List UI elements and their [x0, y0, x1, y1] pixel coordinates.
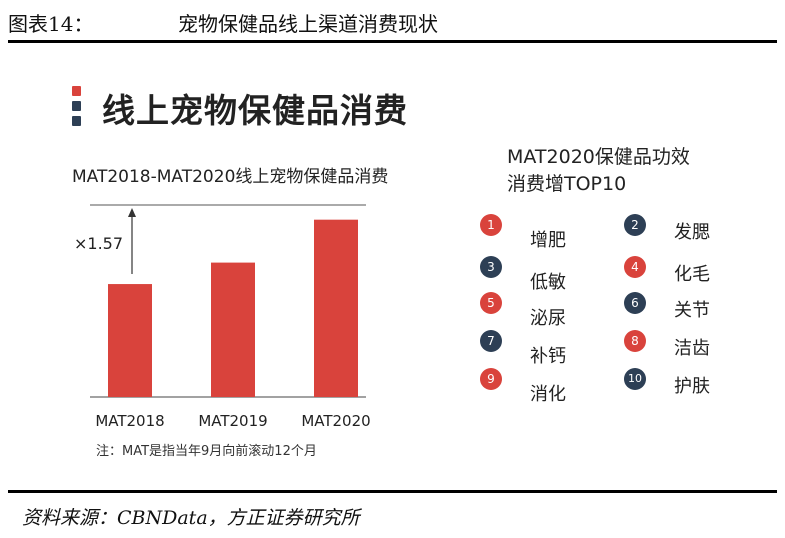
top-rule: [8, 40, 777, 43]
figure-header: 图表14： 宠物保健品线上渠道消费现状: [0, 0, 785, 46]
top10-item-label: 关节: [674, 300, 710, 321]
x-tick-label-mat2019: MAT2019: [198, 412, 267, 430]
bar-chart: ×1.57 MAT2018 MAT2019 MAT2020: [74, 204, 371, 430]
marker-navy-2: [72, 116, 81, 126]
x-tick-label-mat2020: MAT2020: [301, 412, 370, 430]
rank-badge: 4: [624, 256, 646, 278]
marker-navy-1: [72, 101, 81, 111]
slide-title-markers: [72, 86, 82, 130]
top10-title-line2: 消费增TOP10: [507, 173, 627, 195]
top10-item-label: 增肥: [530, 230, 566, 251]
bar-mat2018: [108, 284, 152, 397]
top10-item-label: 护肤: [674, 376, 710, 397]
rank-badge: 1: [480, 214, 502, 236]
bottom-rule: [8, 490, 777, 493]
figure-title: 宠物保健品线上渠道消费现状: [178, 12, 438, 36]
rank-badge: 6: [624, 292, 646, 314]
bar-mat2019: [211, 262, 255, 397]
top10-title-line1: MAT2020保健品功效: [507, 146, 690, 168]
marker-red: [72, 86, 81, 96]
x-tick-label-mat2018: MAT2018: [95, 412, 164, 430]
rank-badge: 7: [480, 330, 502, 352]
top10-item-label: 化毛: [674, 264, 710, 285]
chart-note: 注：MAT是指当年9月向前滚动12个月: [96, 444, 317, 459]
chart-title: MAT2018-MAT2020线上宠物保健品消费: [72, 167, 389, 187]
rank-badge: 5: [480, 292, 502, 314]
top10-item-label: 泌尿: [530, 308, 566, 329]
top10-item-label: 消化: [530, 384, 566, 405]
rank-badge: 10: [624, 368, 646, 390]
top10-item-label: 发腮: [674, 222, 710, 243]
growth-annotation: ×1.57: [74, 234, 123, 253]
rank-badge: 2: [624, 214, 646, 236]
figure-label: 图表14：: [8, 12, 94, 36]
top10-item-label: 补钙: [530, 346, 566, 367]
top10-item-label: 洁齿: [674, 338, 710, 359]
top10-title: MAT2020保健品功效 消费增TOP10: [507, 144, 690, 198]
rank-badge: 9: [480, 368, 502, 390]
growth-arrow-head: [128, 208, 136, 217]
slide-title: 线上宠物保健品消费: [102, 91, 408, 130]
source-note: 资料来源：CBNData，方正证券研究所: [22, 507, 360, 529]
rank-badge: 8: [624, 330, 646, 352]
bar-mat2020: [314, 219, 358, 397]
top10-item-label: 低敏: [530, 272, 566, 293]
rank-badge: 3: [480, 256, 502, 278]
